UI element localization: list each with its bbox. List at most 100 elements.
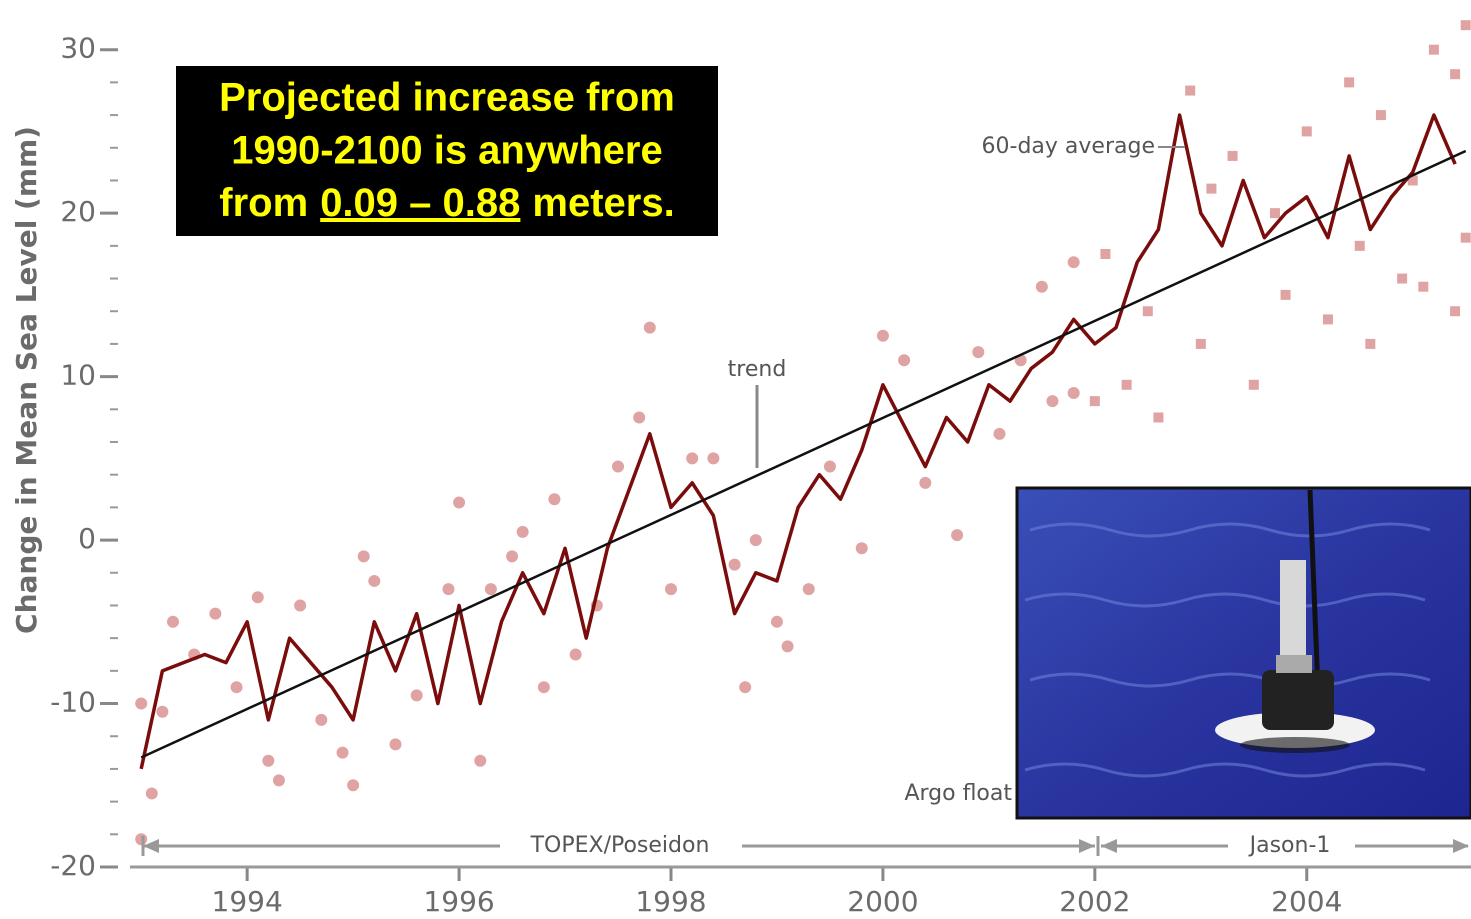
data-point (570, 649, 582, 661)
data-point (485, 583, 497, 595)
data-point (358, 550, 370, 562)
y-tick-label: 10 (60, 359, 96, 392)
x-tick-label: 1996 (423, 885, 494, 918)
y-tick-label: 0 (78, 522, 96, 555)
data-square (1153, 412, 1163, 422)
data-square (1185, 86, 1195, 96)
x-tick-label: 2000 (847, 885, 918, 918)
data-square (1450, 306, 1460, 316)
data-square (1344, 77, 1354, 87)
data-square (1418, 282, 1428, 292)
data-point (548, 493, 560, 505)
data-square (1376, 110, 1386, 120)
chart: -20 -10 0 10 20 30 1994 1996 1998 2000 2002 2004 Ch… (0, 0, 1471, 919)
photo (1017, 488, 1471, 818)
data-square (1100, 249, 1110, 259)
y-axis-label: Change in Mean Sea Level (mm) (10, 126, 43, 634)
data-point (273, 774, 285, 786)
data-point (337, 747, 349, 759)
data-point (1068, 256, 1080, 268)
trend-note: trend (728, 357, 787, 382)
x-tick-label: 2004 (1271, 885, 1342, 918)
data-square (1461, 233, 1471, 243)
data-point (156, 706, 168, 718)
data-square (1450, 69, 1460, 79)
box-line: Projected increase from (219, 76, 675, 120)
box-line: 1990-2100 is anywhere (231, 129, 662, 173)
x-tick-label: 1994 (212, 885, 283, 918)
data-square (1281, 290, 1291, 300)
data-point (315, 714, 327, 726)
data-point (167, 616, 179, 628)
box-range: 0.09 – 0.88 (320, 181, 520, 225)
data-point (771, 616, 783, 628)
data-square (1090, 396, 1100, 406)
mission-label: TOPEX/Poseidon (530, 833, 710, 858)
box-text: meters. (532, 181, 674, 225)
data-point (750, 534, 762, 546)
data-square (1461, 20, 1471, 30)
data-point (972, 346, 984, 358)
data-point (538, 681, 550, 693)
data-point (739, 681, 751, 693)
data-square (1249, 380, 1259, 390)
data-point (824, 461, 836, 473)
data-point (294, 599, 306, 611)
x-tick-label: 1998 (635, 885, 706, 918)
data-point (135, 698, 147, 710)
box-text: from (219, 181, 308, 225)
data-point (209, 608, 221, 620)
data-point (644, 322, 656, 334)
data-point (877, 330, 889, 342)
data-point (665, 583, 677, 595)
data-square (1323, 314, 1333, 324)
data-point (1068, 387, 1080, 399)
data-point (803, 583, 815, 595)
data-point (782, 640, 794, 652)
data-point (506, 550, 518, 562)
data-point (856, 542, 868, 554)
data-point (729, 559, 741, 571)
y-tick-label: 20 (60, 195, 96, 228)
data-square (1143, 306, 1153, 316)
mission-label: Jason-1 (1248, 833, 1331, 858)
data-square (1365, 339, 1375, 349)
data-square (1196, 339, 1206, 349)
data-point (919, 477, 931, 489)
data-square (1397, 274, 1407, 284)
data-point (1036, 281, 1048, 293)
data-point (347, 779, 359, 791)
data-point (898, 354, 910, 366)
data-point (707, 452, 719, 464)
y-tick-label: -10 (50, 686, 96, 719)
data-point (135, 833, 147, 845)
data-square (1302, 126, 1312, 136)
data-point (453, 496, 465, 508)
data-square (1355, 241, 1365, 251)
box-line: from 0.09 – 0.88 meters. (219, 181, 674, 225)
data-point (686, 452, 698, 464)
y-tick-label: 30 (60, 32, 96, 65)
y-tick-label: -20 (50, 849, 96, 882)
data-square (1228, 151, 1238, 161)
data-point (252, 591, 264, 603)
float-note: Argo float (904, 781, 1012, 806)
data-point (612, 461, 624, 473)
data-point (262, 755, 274, 767)
data-point (389, 738, 401, 750)
data-point (146, 787, 158, 799)
data-point (517, 526, 529, 538)
data-point (411, 689, 423, 701)
data-square (1206, 184, 1216, 194)
data-point (951, 529, 963, 541)
average-note: 60-day average (982, 134, 1155, 159)
data-point (1046, 395, 1058, 407)
data-square (1122, 380, 1132, 390)
data-point (442, 583, 454, 595)
data-square (1270, 208, 1280, 218)
data-point (368, 575, 380, 587)
x-tick-label: 2002 (1059, 885, 1130, 918)
data-point (633, 411, 645, 423)
data-square (1429, 45, 1439, 55)
data-point (474, 755, 486, 767)
